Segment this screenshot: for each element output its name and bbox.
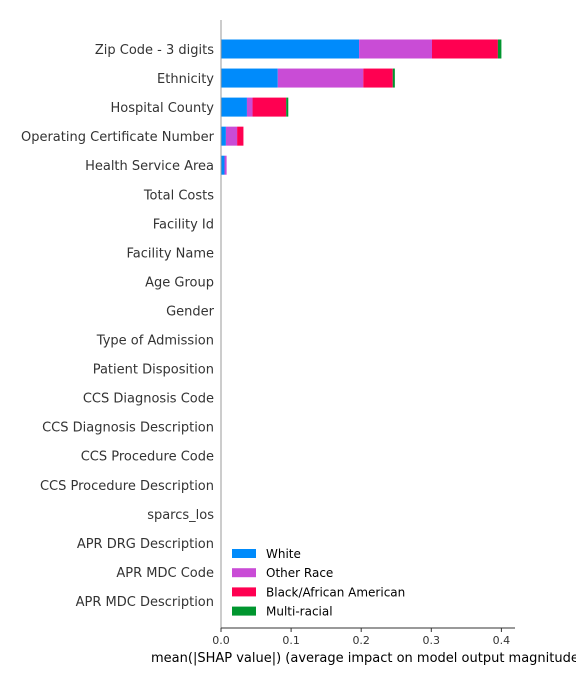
category-label: Type of Admission (96, 334, 214, 349)
bar-segment (363, 68, 393, 88)
legend-swatch (232, 606, 256, 616)
bar-segment (497, 39, 502, 59)
bar-segment (432, 39, 498, 59)
category-label: Facility Id (153, 217, 214, 232)
legend-swatch (232, 549, 256, 558)
category-label: Patient Disposition (93, 363, 214, 378)
legend-label: Multi-racial (266, 605, 333, 619)
category-labels: Zip Code - 3 digits Ethnicity Hospital Cou… (21, 43, 215, 610)
bar-segment (359, 39, 433, 59)
category-label: Gender (166, 304, 215, 319)
category-label: Total Costs (143, 188, 214, 203)
bars-group (221, 39, 502, 175)
bar-segment (392, 68, 395, 88)
category-label: Operating Certificate Number (21, 130, 215, 145)
category-label: CCS Diagnosis Description (42, 421, 214, 436)
bar-segment (221, 39, 360, 59)
category-label: CCS Procedure Code (81, 450, 214, 465)
bar-segment (221, 155, 225, 175)
x-axis-label: mean(|SHAP value|) (average impact on mo… (151, 651, 576, 666)
category-label: APR MDC Description (76, 595, 214, 610)
x-tick-label: 0.2 (352, 634, 370, 647)
category-label: CCS Procedure Description (40, 479, 214, 494)
category-label: APR DRG Description (77, 537, 214, 552)
bar-segment (277, 68, 364, 88)
category-label: Ethnicity (157, 72, 214, 87)
bar-segment (252, 97, 287, 117)
legend-swatch (232, 587, 256, 597)
x-tick-label: 0.3 (423, 634, 441, 647)
legend-label: White (266, 547, 301, 561)
bar-segment (286, 97, 289, 117)
category-label: sparcs_los (147, 508, 214, 523)
legend-label: Other Race (266, 566, 333, 580)
bar-segment (237, 126, 244, 146)
category-label: Zip Code - 3 digits (95, 43, 214, 58)
x-tick-label: 0.4 (493, 634, 511, 647)
x-ticks: 0.0 0.1 0.2 0.3 0.4 (212, 628, 510, 647)
legend-swatch (232, 568, 256, 578)
bar-segment (224, 155, 227, 175)
legend-label: Black/African American (266, 585, 405, 599)
category-label: Age Group (145, 275, 214, 290)
legend: White Other Race Black/African American Mul… (232, 547, 405, 619)
x-tick-label: 0.1 (282, 634, 300, 647)
bar-segment (221, 97, 247, 117)
category-label: APR MDC Code (116, 566, 214, 581)
bar-segment (225, 126, 238, 146)
category-label: Health Service Area (85, 159, 214, 174)
category-label: Facility Name (126, 246, 214, 261)
bar-segment (221, 126, 226, 146)
bar-segment (221, 68, 278, 88)
bar-segment (246, 97, 253, 117)
x-tick-label: 0.0 (212, 634, 230, 647)
category-label: Hospital County (111, 101, 215, 116)
category-label: CCS Diagnosis Code (83, 392, 214, 407)
